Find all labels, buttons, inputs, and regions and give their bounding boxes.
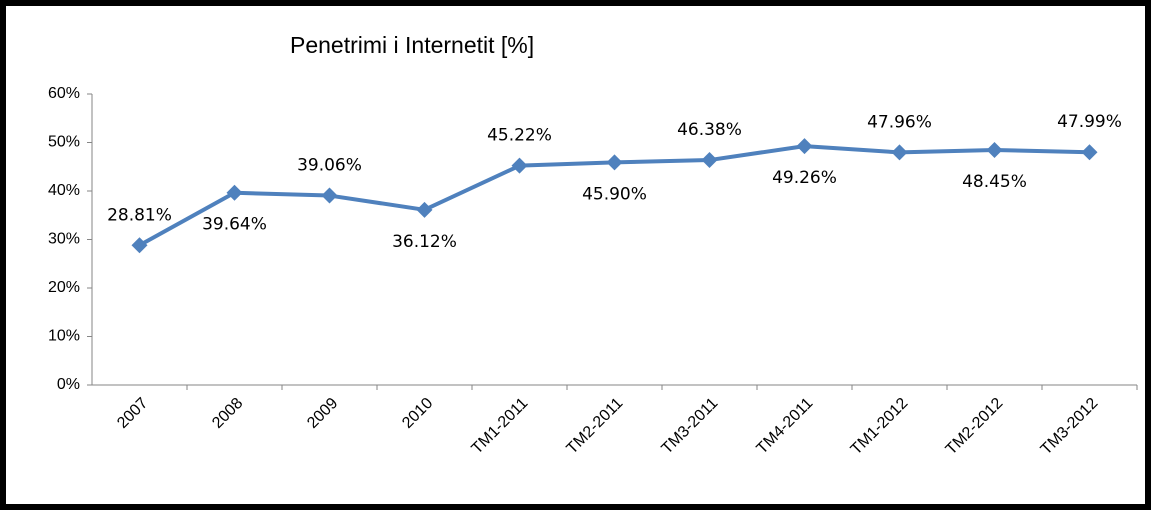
- data-point: [131, 237, 148, 254]
- data-label: 28.81%: [107, 205, 172, 225]
- chart-title: Penetrimi i Internetit [%]: [290, 32, 534, 58]
- data-point: [226, 184, 243, 201]
- data-label: 39.06%: [297, 156, 362, 176]
- data-label: 48.45%: [962, 172, 1027, 192]
- data-point: [416, 201, 433, 218]
- data-label: 45.22%: [487, 126, 552, 146]
- data-point: [606, 154, 623, 171]
- data-label: 49.26%: [772, 168, 837, 188]
- data-point: [986, 142, 1003, 159]
- y-tick-label: 20%: [48, 279, 80, 296]
- y-tick-label: 40%: [48, 182, 80, 199]
- y-tick-label: 50%: [48, 134, 80, 151]
- data-label: 45.90%: [582, 184, 647, 204]
- data-label: 46.38%: [677, 120, 742, 140]
- y-tick-label: 0%: [57, 376, 80, 393]
- data-label: 36.12%: [392, 232, 457, 252]
- data-label: 47.96%: [867, 112, 932, 132]
- data-point: [1081, 144, 1098, 161]
- data-point: [891, 144, 908, 161]
- data-point: [511, 157, 528, 174]
- data-point: [321, 187, 338, 204]
- y-tick-label: 10%: [48, 328, 80, 345]
- y-tick-label: 60%: [48, 85, 80, 102]
- data-point: [796, 138, 813, 155]
- y-tick-label: 30%: [48, 231, 80, 248]
- data-label: 39.64%: [202, 215, 267, 235]
- data-label: 47.99%: [1057, 112, 1122, 132]
- data-point: [701, 152, 718, 169]
